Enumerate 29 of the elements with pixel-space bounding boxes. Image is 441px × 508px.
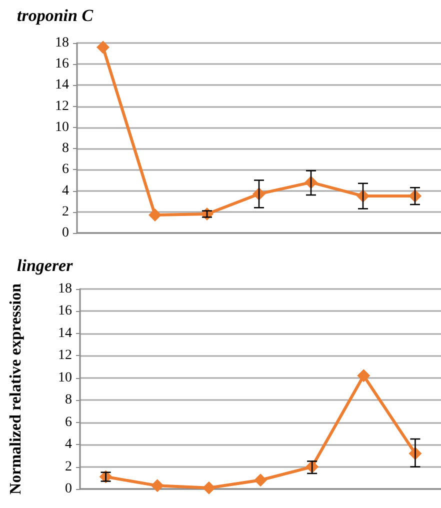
- point: [254, 474, 267, 487]
- y-tick-label: 14: [55, 78, 69, 93]
- y-tick-label: 0: [65, 482, 72, 496]
- y-axis-title: Normalized relative expression: [8, 283, 24, 494]
- y-tick-label: 0: [62, 226, 69, 240]
- y-tick-label: 18: [55, 36, 69, 50]
- y-tick-label: 2: [62, 204, 69, 220]
- y-tick-label: 14: [58, 326, 72, 341]
- point: [357, 369, 370, 382]
- y-tick-label: 10: [55, 120, 69, 135]
- point: [148, 208, 162, 222]
- point: [202, 481, 216, 494]
- y-tick-label: 4: [65, 437, 72, 452]
- chart-title: lingerer: [17, 256, 74, 275]
- y-tick-label: 10: [58, 370, 72, 386]
- y-tick-label: 6: [62, 162, 69, 178]
- y-tick-label: 12: [55, 98, 69, 114]
- y-tick-label: 2: [65, 459, 72, 474]
- y-tick-label: 8: [65, 392, 72, 408]
- y-tick-label: 12: [58, 348, 72, 364]
- y-tick-label: 6: [65, 414, 72, 430]
- y-tick-label: 18: [58, 282, 72, 296]
- y-tick-label: 16: [55, 56, 69, 72]
- chart-title: troponin C: [17, 6, 94, 25]
- point: [150, 479, 164, 492]
- y-tick-label: 16: [58, 304, 72, 319]
- point: [96, 40, 110, 54]
- y-tick-label: 8: [62, 141, 69, 156]
- y-tick-label: 4: [62, 183, 69, 198]
